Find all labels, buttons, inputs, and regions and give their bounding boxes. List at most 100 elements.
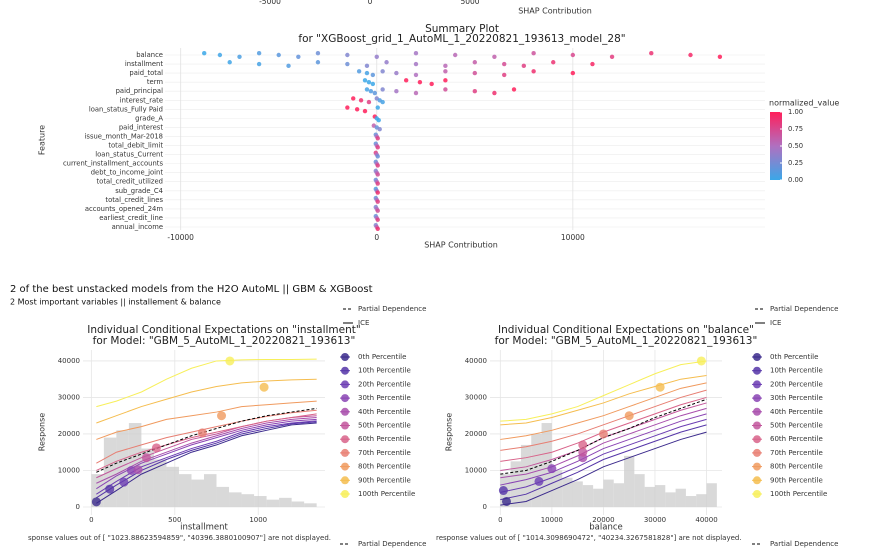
legend-marker <box>341 380 349 389</box>
shap-point <box>609 54 615 59</box>
legend-marker <box>341 462 349 471</box>
legend-label: 100th Percentile <box>770 490 827 498</box>
shap-point <box>511 87 517 92</box>
histogram-bar <box>624 455 635 507</box>
histogram-bar <box>603 479 614 507</box>
legend-title: normalized_value <box>769 99 839 108</box>
legend-marker <box>341 366 349 375</box>
feature-label: annual_income <box>112 223 163 231</box>
histogram-bar <box>229 492 242 507</box>
x-tick-label: 0 <box>374 233 379 242</box>
percentile-marker <box>598 429 608 439</box>
ice-line <box>500 418 707 493</box>
legend-label: Partial Dependence <box>358 540 426 548</box>
histogram-bar <box>510 461 521 507</box>
legend-label: Partial Dependence <box>770 305 838 313</box>
shap-point <box>315 60 321 65</box>
feature-label: term <box>147 78 164 86</box>
feature-label: current_installment_accounts <box>63 160 164 168</box>
histogram-bar <box>531 433 542 507</box>
legend-marker <box>341 407 349 416</box>
histogram-bar <box>593 488 604 507</box>
x-tick-label: 30000 <box>644 516 666 524</box>
shap-point <box>429 81 434 87</box>
colorbar-tick-label: 0.50 <box>788 142 803 150</box>
shap-point <box>375 163 380 168</box>
feature-label: paid_total <box>129 69 163 77</box>
shap-point <box>717 54 723 59</box>
legend-label: 60th Percentile <box>770 435 823 443</box>
shap-point <box>256 51 262 56</box>
x-axis-label: installment <box>180 523 228 533</box>
ice-line <box>500 424 707 501</box>
y-axis-label: Feature <box>38 125 47 155</box>
shap-point <box>345 61 350 67</box>
histogram-bar <box>254 496 267 507</box>
shap-point <box>380 99 385 105</box>
shap-point <box>570 70 576 76</box>
ice-line <box>500 382 707 440</box>
legend-label: 70th Percentile <box>358 449 411 457</box>
y-tick-label: 40000 <box>465 357 487 365</box>
feature-label: issue_month_Mar-2018 <box>85 132 163 140</box>
x-tick-label: 0 <box>89 516 93 524</box>
legend-label: Partial Dependence <box>358 305 426 313</box>
feature-label: interest_rate <box>120 96 163 104</box>
legend-label: 30th Percentile <box>770 394 823 402</box>
y-tick-label: 20000 <box>465 430 487 438</box>
shap-point <box>375 105 380 110</box>
legend-marker <box>753 476 761 485</box>
shap-point <box>217 52 223 58</box>
shap-point <box>492 90 497 96</box>
histogram-bar <box>675 488 686 507</box>
histogram-bar <box>644 486 655 507</box>
histogram-bar <box>562 477 573 507</box>
percentile-marker <box>225 356 235 366</box>
legend-marker <box>753 462 761 471</box>
y-tick-label: 30000 <box>465 393 487 401</box>
histogram-bar <box>153 459 167 507</box>
histogram-bar <box>178 474 192 507</box>
x-axis-label: SHAP Contribution <box>518 7 592 16</box>
percentile-marker <box>655 382 665 392</box>
shap-point <box>315 51 321 56</box>
y-tick-label: 30000 <box>58 393 80 401</box>
legend-marker <box>753 394 761 403</box>
y-tick-label: 20000 <box>58 430 80 438</box>
legend-marker <box>341 435 349 444</box>
legend-label: 100th Percentile <box>358 490 415 498</box>
shap-point <box>276 52 281 58</box>
histogram-bar <box>520 444 532 507</box>
y-axis-label: Response <box>38 413 47 452</box>
legend-label: 10th Percentile <box>358 367 411 375</box>
shap-point <box>375 217 380 222</box>
feature-label: sub_grade_C4 <box>115 187 163 195</box>
x-tick-label: 0 <box>498 516 502 524</box>
shap-point <box>452 52 458 58</box>
feature-label: paid_interest <box>119 123 163 131</box>
chart-subtitle: for "XGBoost_grid_1_AutoML_1_20220821_19… <box>298 33 625 45</box>
shap-point <box>366 99 372 105</box>
feature-label: paid_principal <box>116 87 163 95</box>
shap-point <box>688 52 693 58</box>
shap-point <box>375 208 380 213</box>
feature-label: installment <box>125 60 163 68</box>
shap-point <box>570 52 576 58</box>
histogram-bar <box>304 503 317 507</box>
histogram-bar <box>572 481 583 507</box>
chart-subtitle: for Model: "GBM_5_AutoML_1_20220821_1936… <box>495 335 758 347</box>
x-tick-label: 40000 <box>695 516 717 524</box>
shap-point <box>364 70 370 76</box>
ice-line <box>96 358 317 408</box>
legend-marker <box>753 490 761 498</box>
shap-point <box>356 69 362 74</box>
shap-point <box>472 70 478 76</box>
ice-line <box>500 431 707 506</box>
chart-title: Individual Conditional Expectations on "… <box>87 324 360 336</box>
pd-line <box>96 407 317 473</box>
legend-marker <box>753 353 761 361</box>
percentile-marker <box>197 428 207 438</box>
y-tick-label: 0 <box>483 503 487 511</box>
shap-point <box>227 60 232 65</box>
